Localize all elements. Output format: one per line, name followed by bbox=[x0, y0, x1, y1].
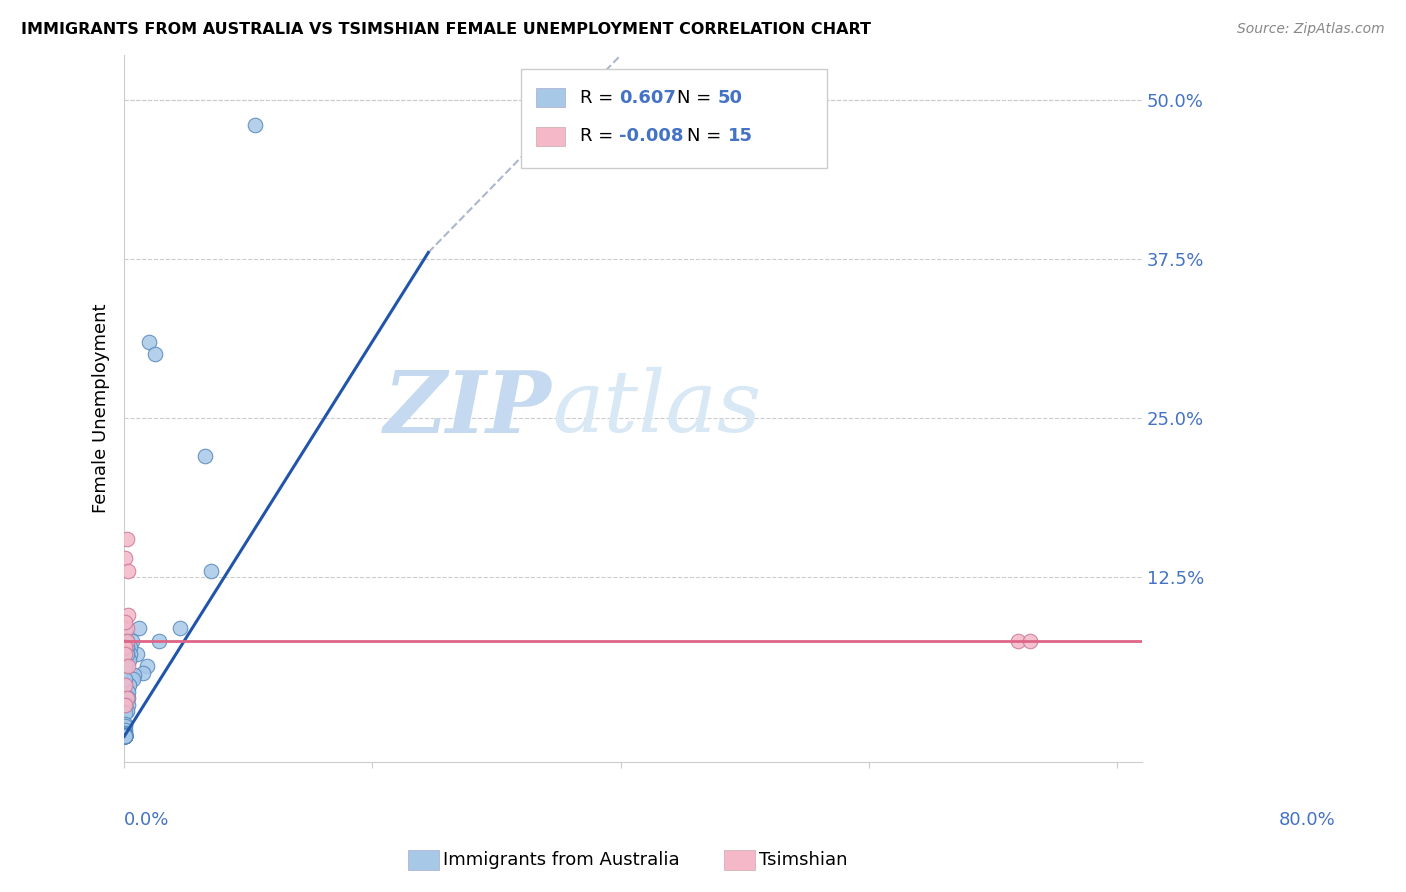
Text: Immigrants from Australia: Immigrants from Australia bbox=[443, 851, 679, 869]
Y-axis label: Female Unemployment: Female Unemployment bbox=[93, 304, 110, 513]
Point bbox=[114, 727, 136, 741]
Point bbox=[114, 730, 136, 744]
Point bbox=[114, 621, 136, 635]
Point bbox=[114, 730, 136, 744]
Point bbox=[114, 730, 136, 744]
Point bbox=[117, 691, 139, 706]
Text: Tsimshian: Tsimshian bbox=[759, 851, 848, 869]
Text: 0.607: 0.607 bbox=[619, 88, 676, 106]
Point bbox=[114, 730, 136, 744]
Point bbox=[138, 334, 160, 349]
Point bbox=[114, 719, 136, 733]
Text: 80.0%: 80.0% bbox=[1278, 812, 1336, 830]
Text: Source: ZipAtlas.com: Source: ZipAtlas.com bbox=[1237, 22, 1385, 37]
Point bbox=[114, 730, 136, 744]
Point bbox=[114, 730, 136, 744]
Point bbox=[243, 118, 266, 132]
Text: -0.008: -0.008 bbox=[619, 128, 683, 145]
Point bbox=[114, 725, 136, 739]
Point bbox=[1019, 633, 1042, 648]
Point bbox=[121, 633, 143, 648]
Text: IMMIGRANTS FROM AUSTRALIA VS TSIMSHIAN FEMALE UNEMPLOYMENT CORRELATION CHART: IMMIGRANTS FROM AUSTRALIA VS TSIMSHIAN F… bbox=[21, 22, 872, 37]
Point bbox=[132, 665, 155, 680]
Point bbox=[114, 730, 136, 744]
Point bbox=[194, 449, 217, 463]
Point bbox=[115, 691, 138, 706]
Point bbox=[120, 647, 142, 661]
Point bbox=[117, 608, 139, 623]
Point bbox=[114, 730, 136, 744]
Point bbox=[114, 730, 136, 744]
Point bbox=[169, 621, 191, 635]
Point bbox=[114, 672, 136, 686]
Point bbox=[114, 698, 136, 712]
Point bbox=[114, 698, 136, 712]
Point bbox=[135, 659, 157, 673]
Point bbox=[115, 647, 138, 661]
Point bbox=[115, 621, 138, 635]
Text: 50: 50 bbox=[717, 88, 742, 106]
Point bbox=[200, 564, 222, 578]
Point bbox=[122, 672, 145, 686]
Point bbox=[115, 633, 138, 648]
Point bbox=[114, 659, 136, 673]
Text: R =: R = bbox=[581, 88, 619, 106]
Point bbox=[115, 704, 138, 718]
Point bbox=[143, 347, 166, 361]
Point bbox=[114, 723, 136, 737]
Point bbox=[114, 730, 136, 744]
Point bbox=[114, 730, 136, 744]
Text: 15: 15 bbox=[728, 128, 752, 145]
Text: N =: N = bbox=[688, 128, 727, 145]
Point bbox=[120, 640, 142, 655]
Text: atlas: atlas bbox=[551, 368, 761, 450]
Point bbox=[115, 633, 138, 648]
Point bbox=[114, 730, 136, 744]
Point bbox=[114, 615, 136, 629]
Text: N =: N = bbox=[676, 88, 717, 106]
Point bbox=[115, 640, 138, 655]
Point bbox=[117, 685, 139, 699]
Point bbox=[1007, 633, 1029, 648]
Point bbox=[128, 621, 150, 635]
Point bbox=[114, 716, 136, 731]
Bar bbox=[537, 127, 565, 146]
Point bbox=[114, 728, 136, 742]
Text: ZIP: ZIP bbox=[384, 367, 551, 450]
Point bbox=[118, 678, 141, 692]
Point bbox=[125, 647, 148, 661]
Point bbox=[117, 698, 139, 712]
Point bbox=[114, 647, 136, 661]
Point bbox=[114, 633, 136, 648]
Text: 0.0%: 0.0% bbox=[124, 812, 170, 830]
Point bbox=[114, 706, 136, 721]
Bar bbox=[537, 87, 565, 107]
Point bbox=[117, 564, 139, 578]
Text: R =: R = bbox=[581, 128, 619, 145]
Point bbox=[114, 678, 136, 692]
Point bbox=[114, 730, 136, 744]
Point bbox=[114, 551, 136, 566]
Point bbox=[122, 668, 145, 682]
FancyBboxPatch shape bbox=[522, 70, 827, 169]
Point bbox=[148, 633, 170, 648]
Point bbox=[115, 532, 138, 546]
Point bbox=[114, 640, 136, 655]
Point bbox=[118, 653, 141, 667]
Point bbox=[117, 659, 139, 673]
